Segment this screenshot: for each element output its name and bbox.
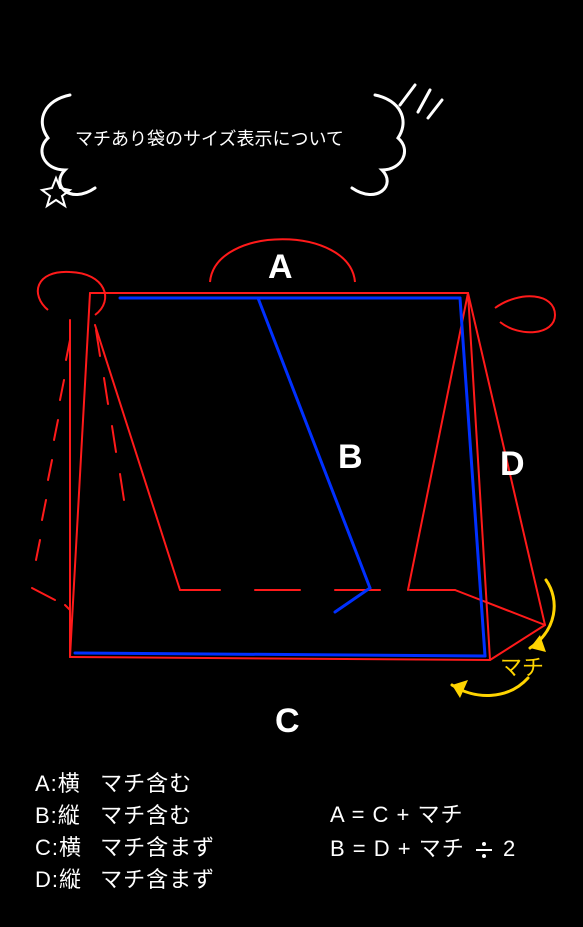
legend-key: D:縦 [35, 864, 93, 896]
eq-text: B = D + マチ [330, 836, 465, 861]
equations-block: A = C + マチ B = D + マチ 2 [330, 798, 516, 866]
legend-row: A:横 マチ含む [35, 768, 215, 800]
diagram-stage: マチあり袋のサイズ表示について A B C D マチ A:横 マチ含む B:縦 … [0, 0, 583, 927]
legend-row: C:横 マチ含まず [35, 832, 215, 864]
label-d: D [500, 445, 525, 484]
title-text: マチあり袋のサイズ表示について [75, 125, 344, 151]
legend-key: C:横 [35, 832, 93, 864]
legend-key: A:横 [35, 768, 93, 800]
divide-icon [476, 842, 492, 858]
legend-block: A:横 マチ含む B:縦 マチ含む C:横 マチ含まず D:縦 マチ含まず [35, 768, 215, 896]
equation-line: A = C + マチ [330, 798, 516, 832]
legend-note: マチ含む [100, 803, 192, 828]
red-dashed-lines [32, 330, 455, 610]
bubble-right [352, 95, 405, 195]
spark-lines [400, 85, 442, 118]
legend-key: B:縦 [35, 800, 93, 832]
label-c: C [275, 702, 300, 741]
legend-row: D:縦 マチ含まず [35, 864, 215, 896]
legend-note: マチ含まず [100, 867, 215, 892]
label-a: A [268, 248, 293, 287]
star-icon [42, 178, 70, 206]
equation-line: B = D + マチ 2 [330, 832, 516, 866]
legend-note: マチ含む [100, 771, 192, 796]
blue-lines [75, 298, 485, 656]
eq-text: 2 [503, 836, 516, 861]
bag-tab-right [495, 296, 555, 332]
label-machi: マチ [500, 650, 544, 682]
label-b: B [338, 438, 363, 477]
legend-note: マチ含まず [100, 835, 215, 860]
legend-row: B:縦 マチ含む [35, 800, 215, 832]
